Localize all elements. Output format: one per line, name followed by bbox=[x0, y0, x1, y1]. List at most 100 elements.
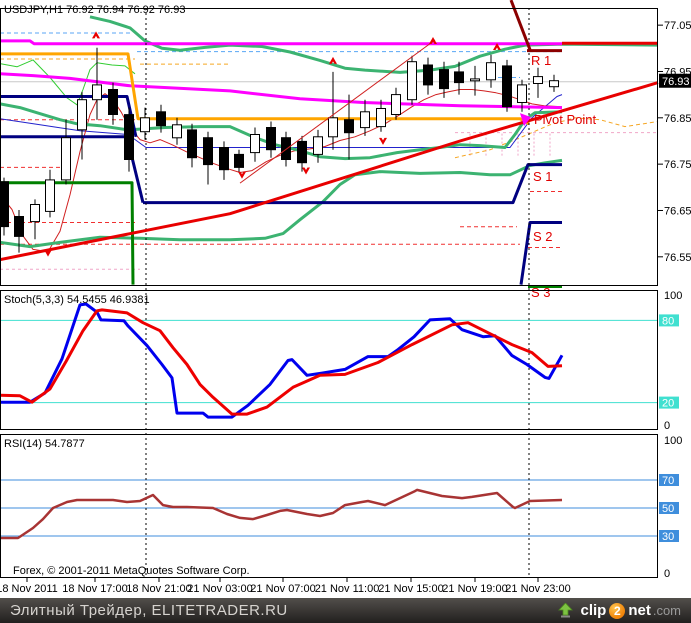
magenta-desc bbox=[0, 72, 563, 110]
candle-body-down bbox=[156, 111, 166, 127]
rsi-line bbox=[0, 488, 563, 540]
overlay-lines-layer: R 1 Pivot Point S 1 S 2 S 3 bbox=[0, 0, 659, 540]
candle-body-down bbox=[266, 127, 276, 151]
candle-body-up bbox=[517, 84, 527, 104]
bottom-banner: Элитный Трейдер, ELITETRADER.RU clip 2 n… bbox=[0, 598, 691, 623]
indicator-level-label: 80 bbox=[662, 315, 674, 327]
candle-body-up bbox=[533, 76, 543, 84]
candle-body-up bbox=[407, 61, 417, 101]
pivot-level-label: S 2 bbox=[533, 229, 553, 244]
time-axis-label: 21 Nov 07:00 bbox=[250, 583, 315, 595]
candle-body-up bbox=[92, 84, 102, 101]
candle-body-down bbox=[502, 65, 512, 108]
fractal-up-icon bbox=[92, 31, 100, 39]
chart-title: USDJPY,H1 76.92 76.94 76.92 76.93 bbox=[4, 4, 185, 16]
candle-body-up bbox=[313, 136, 323, 155]
candle-body-up bbox=[328, 117, 338, 138]
candle-body-down bbox=[124, 114, 134, 160]
pivot-level-label: R 1 bbox=[531, 53, 551, 68]
indicator-level-box bbox=[659, 530, 679, 542]
candle-body-down bbox=[108, 89, 118, 115]
candle-body-up bbox=[45, 179, 55, 212]
stoch-main-line bbox=[0, 302, 564, 419]
candle-body-down bbox=[423, 64, 433, 86]
price-axis-label: 76.65 bbox=[664, 205, 691, 217]
current-price-label: 76.93 bbox=[662, 76, 690, 88]
pivot-arrow-icon bbox=[520, 113, 531, 127]
upload-arrow-icon bbox=[557, 603, 574, 618]
candle-body-down bbox=[14, 216, 24, 237]
candle-body-up bbox=[360, 111, 370, 129]
candle-body-up bbox=[549, 80, 559, 88]
fractal-up-icon bbox=[493, 42, 501, 50]
time-axis-label: 21 Nov 19:00 bbox=[442, 583, 507, 595]
day-separators-layer bbox=[145, 8, 530, 578]
pivot-level-label: S 3 bbox=[531, 285, 551, 300]
pivot-level-label: Pivot Point bbox=[534, 112, 597, 127]
indicator-level-label: 50 bbox=[662, 503, 674, 515]
candle-body-up bbox=[61, 137, 71, 181]
red-trendline bbox=[0, 81, 659, 262]
candle-body-down bbox=[234, 153, 244, 168]
candle-body-down bbox=[219, 147, 229, 171]
time-axis-label: 18 Nov 21:00 bbox=[126, 583, 191, 595]
fractal-up-icon bbox=[429, 36, 437, 44]
indicator-level-box bbox=[659, 396, 679, 409]
axes-layer: 77.0576.9576.8576.7576.6576.5576.9310008… bbox=[0, 8, 691, 595]
navy-step-b bbox=[0, 135, 145, 203]
price-axis-label: 76.85 bbox=[664, 113, 691, 125]
time-axis-label: 21 Nov 03:00 bbox=[187, 583, 252, 595]
candle-body-down bbox=[297, 140, 307, 164]
current-price-box bbox=[659, 73, 691, 88]
panel-border bbox=[0, 8, 658, 286]
thin-blue-line bbox=[0, 94, 563, 148]
navy-step-c-s1 bbox=[143, 163, 562, 205]
rsi-label: RSI(14) 54.7877 bbox=[4, 438, 85, 450]
indicator-axis-label: 100 bbox=[664, 435, 682, 447]
time-axis-label: 21 Nov 23:00 bbox=[505, 583, 570, 595]
candle-body-up bbox=[30, 204, 40, 223]
candle-body-down bbox=[439, 69, 449, 90]
candle-body-up bbox=[391, 94, 401, 115]
time-axis-label: 18 Nov 2011 bbox=[0, 583, 58, 595]
fractal-down-icon bbox=[302, 167, 310, 175]
candle-body-up bbox=[250, 134, 260, 154]
time-axis-label: 18 Nov 17:00 bbox=[62, 583, 127, 595]
fractal-down-icon bbox=[44, 249, 52, 257]
indicator-level-box bbox=[659, 474, 679, 486]
orange-dashed-cloud bbox=[454, 117, 659, 159]
candles-layer bbox=[0, 47, 559, 253]
candle-body-up bbox=[77, 99, 87, 131]
banner-text: Элитный Трейдер, ELITETRADER.RU bbox=[10, 602, 288, 619]
fractal-down-icon bbox=[379, 137, 387, 145]
indicator-axis-label: 0 bbox=[664, 568, 670, 580]
indicator-level-box bbox=[659, 502, 679, 514]
stoch-signal-line bbox=[0, 308, 563, 416]
logo-circle-2: 2 bbox=[609, 602, 626, 619]
price-axis-label: 77.05 bbox=[664, 20, 691, 32]
stochastic-label: Stoch(5,3,3) 54.5455 46.9381 bbox=[4, 294, 150, 306]
indicator-axis-label: 0 bbox=[664, 420, 670, 432]
price-axis-label: 76.55 bbox=[664, 252, 691, 264]
candle-body-up bbox=[172, 124, 182, 139]
time-axis-label: 21 Nov 11:00 bbox=[315, 583, 380, 595]
candle-body-down bbox=[281, 137, 291, 160]
pivot-level-label: S 1 bbox=[533, 169, 553, 184]
candle-body-up bbox=[140, 117, 150, 133]
thin-red-trendline bbox=[239, 39, 436, 184]
panel-border bbox=[0, 434, 658, 578]
candle-body-down bbox=[344, 119, 354, 134]
fractal-up-icon bbox=[329, 56, 337, 64]
candle-body-down bbox=[203, 137, 213, 166]
clip2net-logo[interactable]: clip 2 net .com bbox=[557, 602, 681, 619]
candle-body-down bbox=[187, 129, 197, 159]
candle-body-down bbox=[454, 71, 464, 84]
green-step bbox=[0, 181, 135, 285]
indicator-level-box bbox=[659, 314, 679, 327]
indicator-level-label: 20 bbox=[662, 398, 674, 410]
candle-body-up bbox=[470, 78, 480, 82]
navy-step-d-s2 bbox=[519, 221, 562, 285]
logo-word-clip: clip bbox=[580, 602, 607, 619]
